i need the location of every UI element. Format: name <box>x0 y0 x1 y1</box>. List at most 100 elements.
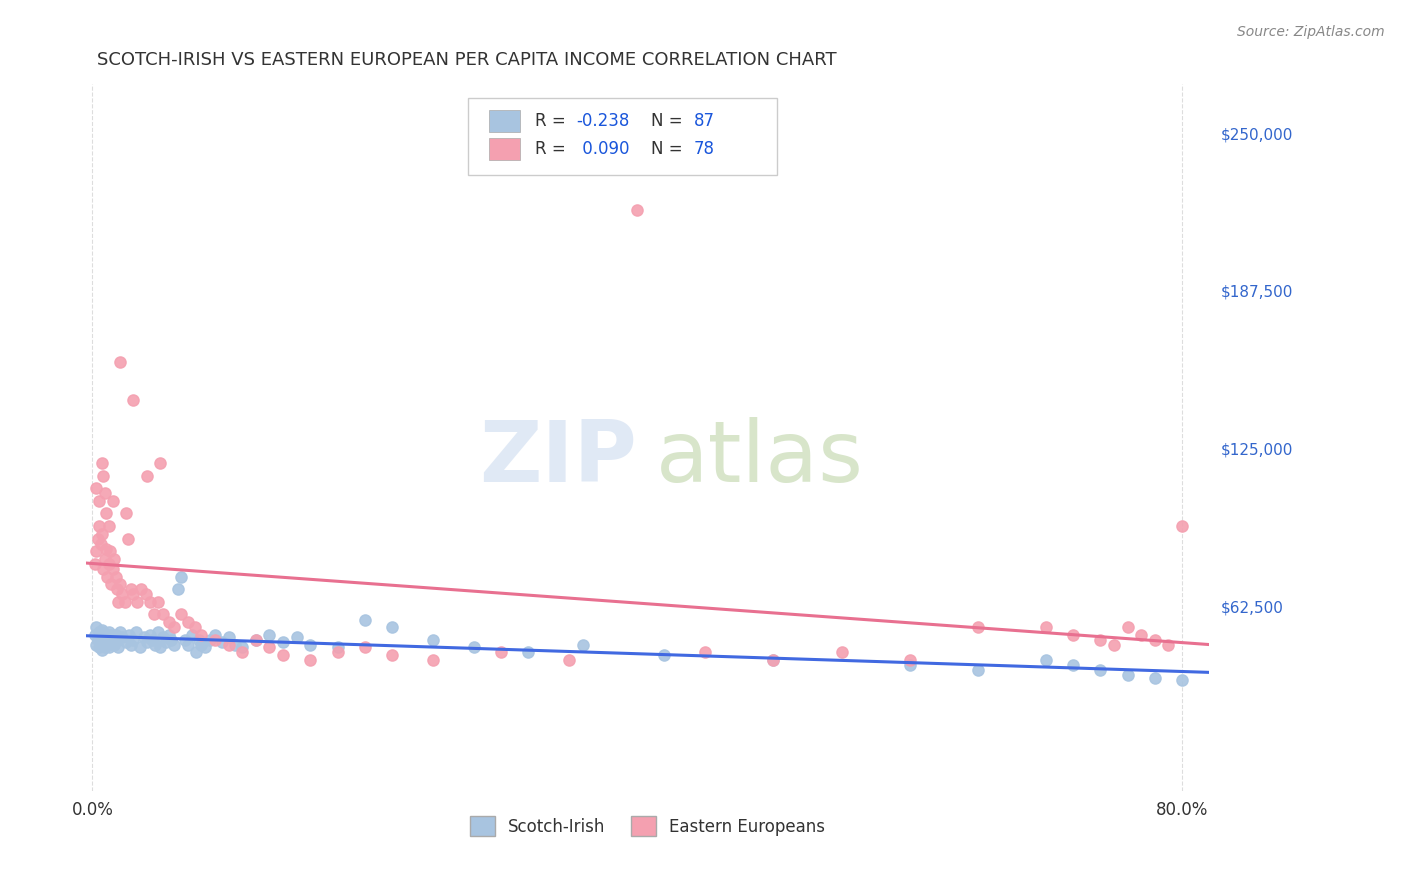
Point <box>125 625 148 640</box>
Point <box>187 632 209 647</box>
Point <box>1157 638 1180 652</box>
Point <box>120 638 142 652</box>
Point <box>285 630 308 644</box>
Text: R =: R = <box>536 140 571 158</box>
Point <box>91 638 114 652</box>
Point <box>152 607 174 622</box>
Point <box>97 519 120 533</box>
Point <box>138 628 160 642</box>
Text: $62,500: $62,500 <box>1220 600 1284 615</box>
Point <box>271 648 294 662</box>
Point <box>94 635 117 649</box>
Point <box>100 635 122 649</box>
Point <box>90 630 112 644</box>
Point <box>103 552 125 566</box>
Point <box>167 582 190 597</box>
Point <box>91 625 114 640</box>
Point <box>122 632 145 647</box>
Point <box>86 638 108 652</box>
Point <box>259 628 281 642</box>
Point <box>326 645 349 659</box>
Point <box>218 630 240 644</box>
Point <box>84 557 107 571</box>
Point <box>489 645 512 659</box>
Point <box>108 577 131 591</box>
Point <box>107 595 129 609</box>
Point <box>86 620 108 634</box>
Point <box>218 638 240 652</box>
Point <box>571 638 593 652</box>
Point <box>231 645 253 659</box>
Point <box>224 638 246 652</box>
Point <box>90 643 112 657</box>
Point <box>138 595 160 609</box>
Point <box>104 628 127 642</box>
Point <box>90 635 112 649</box>
Point <box>89 493 111 508</box>
Text: ZIP: ZIP <box>478 417 637 500</box>
Text: 87: 87 <box>693 112 714 130</box>
Point <box>108 355 131 369</box>
Point <box>93 552 115 566</box>
Point <box>90 623 112 637</box>
Point <box>194 640 217 655</box>
Point <box>89 640 111 655</box>
FancyBboxPatch shape <box>489 138 520 161</box>
Point <box>204 628 226 642</box>
Point <box>89 519 111 533</box>
Point <box>183 620 205 634</box>
Point <box>84 628 107 642</box>
Point <box>966 620 988 634</box>
Point <box>146 595 169 609</box>
Text: $250,000: $250,000 <box>1220 128 1294 142</box>
Point <box>117 532 139 546</box>
Point <box>177 638 200 652</box>
Point <box>142 607 165 622</box>
Point <box>96 638 118 652</box>
Point <box>170 607 193 622</box>
Point <box>103 638 125 652</box>
Point <box>101 493 124 508</box>
Point <box>245 632 267 647</box>
Point <box>98 632 121 647</box>
FancyBboxPatch shape <box>489 110 520 132</box>
Point <box>1143 632 1166 647</box>
Point <box>381 648 404 662</box>
Text: 0.090: 0.090 <box>576 140 628 158</box>
Point <box>107 640 129 655</box>
Point <box>762 653 785 667</box>
Point <box>231 640 253 655</box>
Point <box>90 526 112 541</box>
Point <box>190 638 212 652</box>
Point <box>1171 519 1194 533</box>
Point <box>299 638 322 652</box>
Point <box>135 468 157 483</box>
Point <box>259 640 281 655</box>
Point <box>149 456 172 470</box>
Point <box>163 638 186 652</box>
Point <box>94 628 117 642</box>
Point <box>1035 620 1057 634</box>
Point <box>174 632 197 647</box>
Point <box>90 628 112 642</box>
Point <box>1035 653 1057 667</box>
Point <box>115 635 138 649</box>
Point <box>299 653 322 667</box>
Point <box>463 640 485 655</box>
Point <box>1130 628 1153 642</box>
Point <box>422 632 444 647</box>
Point <box>91 562 114 576</box>
Text: 78: 78 <box>693 140 714 158</box>
Point <box>97 557 120 571</box>
Point <box>131 582 153 597</box>
Point <box>160 632 183 647</box>
Point <box>122 392 145 407</box>
Point <box>91 632 114 647</box>
Point <box>157 628 180 642</box>
Point <box>1143 671 1166 685</box>
Point <box>94 541 117 556</box>
Point <box>98 628 121 642</box>
Point <box>114 595 136 609</box>
Point <box>86 544 108 558</box>
Point <box>1062 628 1084 642</box>
